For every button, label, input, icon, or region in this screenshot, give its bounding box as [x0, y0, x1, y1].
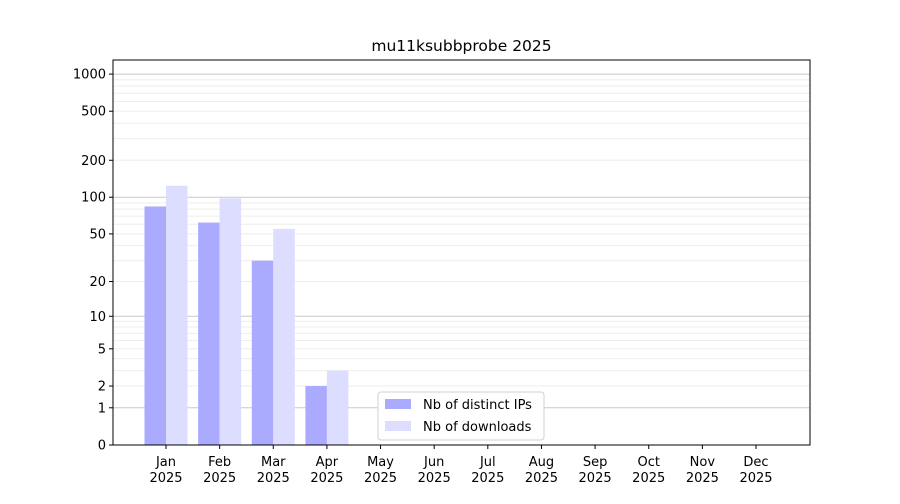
x-tick-label-year: 2025	[471, 471, 504, 486]
chart-title: mu11ksubbprobe 2025	[371, 37, 551, 55]
y-tick-label: 0	[98, 439, 106, 454]
y-tick-label: 1000	[73, 68, 106, 83]
x-tick-label-year: 2025	[739, 471, 772, 486]
x-tick-label-month: May	[367, 455, 394, 470]
x-tick-label-month: Feb	[208, 455, 231, 470]
x-tick-label-month: Apr	[316, 455, 339, 470]
y-tick-label: 50	[89, 227, 106, 242]
legend-swatch	[385, 399, 411, 409]
x-tick-label-year: 2025	[257, 471, 290, 486]
bar-nb-of-downloads	[326, 370, 349, 445]
bar-nb-of-downloads	[166, 185, 188, 445]
legend-swatch	[385, 421, 411, 431]
x-tick-label-year: 2025	[579, 471, 612, 486]
y-tick-label: 500	[81, 105, 106, 120]
bar-nb-of-distinct-ips	[198, 222, 220, 445]
y-tick-label: 100	[81, 191, 106, 206]
legend-box	[377, 391, 545, 441]
x-tick-label-year: 2025	[149, 471, 182, 486]
y-tick-label: 1	[98, 401, 106, 416]
x-tick-label-year: 2025	[525, 471, 558, 486]
x-tick-label-month: Jan	[155, 455, 176, 470]
y-tick-label: 20	[89, 275, 106, 290]
y-tick-label: 200	[81, 154, 106, 169]
bar-nb-of-distinct-ips	[144, 206, 166, 445]
x-tick-label-month: Jul	[479, 455, 496, 470]
legend-label: Nb of downloads	[423, 420, 532, 435]
x-tick-label-year: 2025	[310, 471, 343, 486]
x-tick-label-year: 2025	[686, 471, 719, 486]
bar-nb-of-downloads	[219, 198, 242, 445]
bar-nb-of-downloads	[273, 228, 295, 445]
x-tick-label-month: Sep	[583, 455, 608, 470]
x-tick-label-month: Jun	[423, 455, 444, 470]
bar-nb-of-distinct-ips	[251, 260, 274, 445]
x-tick-label-year: 2025	[364, 471, 397, 486]
x-tick-label-month: Aug	[529, 455, 554, 470]
y-tick-label: 10	[89, 310, 106, 325]
y-tick-label: 5	[98, 342, 106, 357]
plot-frame	[112, 59, 811, 446]
x-tick-label-year: 2025	[632, 471, 665, 486]
y-tick-label: 2	[98, 380, 106, 395]
x-tick-label-month: Mar	[261, 455, 286, 470]
x-tick-label-month: Nov	[690, 455, 716, 470]
legend-label: Nb of distinct IPs	[423, 398, 532, 413]
x-tick-label-year: 2025	[418, 471, 451, 486]
x-tick-label-month: Oct	[637, 455, 659, 470]
bar-nb-of-distinct-ips	[305, 386, 327, 445]
x-tick-label-month: Dec	[743, 455, 768, 470]
x-tick-label-year: 2025	[203, 471, 236, 486]
